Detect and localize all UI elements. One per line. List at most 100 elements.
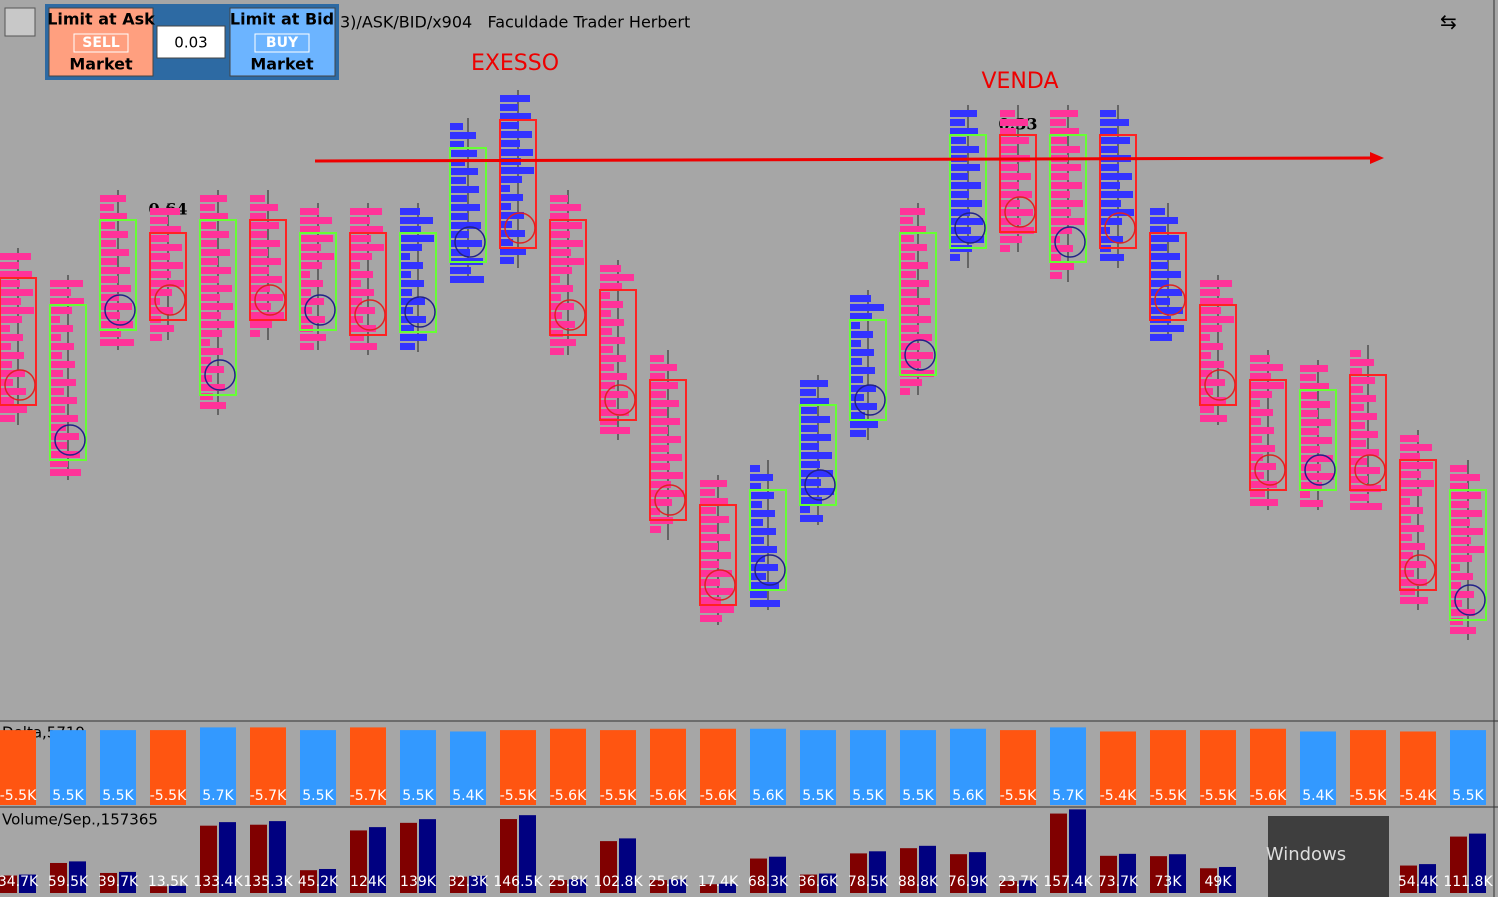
footprint-row bbox=[500, 239, 513, 246]
delta-bar bbox=[1000, 730, 1036, 805]
footprint-row bbox=[850, 322, 860, 329]
footprint-row bbox=[300, 253, 334, 260]
footprint-row bbox=[300, 235, 333, 242]
volume-bar-sell bbox=[50, 862, 67, 893]
footprint-row bbox=[600, 283, 622, 290]
footprint-row bbox=[300, 271, 310, 278]
footprint-row bbox=[800, 452, 832, 459]
candle-body bbox=[149, 232, 187, 321]
footprint-row bbox=[1200, 415, 1227, 422]
footprint-row bbox=[1050, 164, 1081, 171]
delta-bar bbox=[950, 728, 986, 805]
footprint-row bbox=[600, 292, 610, 299]
footprint-row bbox=[200, 240, 217, 247]
volume-label: 73.7K bbox=[1098, 874, 1139, 890]
footprint-row bbox=[650, 454, 682, 461]
footprint-row bbox=[600, 346, 613, 353]
volume-label: 34.7K bbox=[0, 874, 39, 890]
delta-label: -5.5K bbox=[150, 788, 187, 804]
footprint-row bbox=[250, 303, 271, 310]
footprint-row bbox=[1400, 462, 1433, 469]
footprint-row bbox=[950, 128, 978, 135]
qty-input[interactable] bbox=[156, 25, 226, 59]
sell-button[interactable] bbox=[48, 7, 154, 77]
collapse-button[interactable] bbox=[4, 7, 36, 37]
footprint-row bbox=[0, 298, 21, 305]
scroll-icon[interactable]: ⇆ bbox=[1440, 10, 1457, 34]
candle-body bbox=[49, 304, 87, 461]
buy-button[interactable] bbox=[229, 7, 336, 77]
footprint-row bbox=[600, 427, 630, 434]
volume-label: 36.6K bbox=[798, 874, 839, 890]
footprint-row bbox=[1400, 480, 1434, 487]
footprint-row bbox=[150, 235, 169, 242]
footprint-row bbox=[700, 561, 719, 568]
footprint-row bbox=[0, 316, 22, 323]
imbalance-circle bbox=[1054, 226, 1086, 258]
footprint-row bbox=[1300, 455, 1333, 462]
footprint-row bbox=[850, 331, 873, 338]
footprint-row bbox=[150, 262, 183, 269]
volume-bar-sell bbox=[1000, 881, 1017, 893]
delta-bar bbox=[650, 728, 686, 805]
footprint-row bbox=[850, 349, 874, 356]
footprint-row bbox=[500, 230, 525, 237]
footprint-row bbox=[1000, 146, 1017, 153]
footprint-row bbox=[1400, 507, 1423, 514]
footprint-row bbox=[250, 294, 283, 301]
delta-label: 5.5K bbox=[1452, 788, 1484, 804]
footprint-row bbox=[200, 330, 222, 337]
footprint-row bbox=[350, 226, 383, 233]
footprint-row bbox=[1400, 597, 1428, 604]
footprint-row bbox=[350, 307, 375, 314]
footprint-row bbox=[850, 304, 884, 311]
footprint-row bbox=[100, 231, 128, 238]
footprint-row bbox=[0, 289, 33, 296]
imbalance-circle bbox=[104, 294, 136, 326]
footprint-row bbox=[1200, 370, 1212, 377]
imbalance-circle bbox=[1104, 212, 1136, 244]
footprint-row bbox=[800, 434, 831, 441]
delta-label: 5.4K bbox=[1302, 788, 1334, 804]
volume-bar-sell bbox=[550, 879, 567, 893]
footprint-row bbox=[550, 312, 562, 319]
footprint-row bbox=[1250, 436, 1262, 443]
candle-body bbox=[849, 319, 887, 421]
footprint-row bbox=[350, 271, 373, 278]
footprint-row bbox=[300, 334, 326, 341]
footprint-row bbox=[100, 312, 120, 319]
footprint-row bbox=[550, 213, 569, 220]
footprint-row bbox=[600, 337, 625, 344]
footprint-row bbox=[1000, 218, 1021, 225]
footprint-row bbox=[400, 244, 422, 251]
footprint-row bbox=[0, 388, 26, 395]
annotation-excess: EXESSO bbox=[471, 51, 559, 76]
footprint-row bbox=[1000, 191, 1032, 198]
footprint-row bbox=[800, 461, 820, 468]
footprint-row bbox=[1100, 119, 1129, 126]
footprint-row bbox=[600, 310, 611, 317]
footprint-row bbox=[1100, 146, 1118, 153]
volume-label: 23.7K bbox=[998, 874, 1039, 890]
footprint-row bbox=[1250, 364, 1283, 371]
footprint-row bbox=[650, 409, 667, 416]
volume-label: 102.8K bbox=[593, 874, 643, 890]
footprint-row bbox=[1350, 377, 1375, 384]
delta-label: 5.7K bbox=[202, 788, 234, 804]
footprint-row bbox=[900, 325, 919, 332]
volume-label: 68.3K bbox=[748, 874, 789, 890]
footprint-row bbox=[700, 480, 727, 487]
footprint-row bbox=[550, 330, 563, 337]
footprint-row bbox=[1100, 164, 1119, 171]
footprint-row bbox=[250, 276, 282, 283]
footprint-row bbox=[1400, 453, 1420, 460]
volume-bar-buy bbox=[619, 838, 636, 893]
footprint-row bbox=[1150, 244, 1167, 251]
footprint-row bbox=[1250, 499, 1278, 506]
footprint-row bbox=[500, 185, 510, 192]
footprint-row bbox=[750, 555, 765, 562]
footprint-row bbox=[300, 280, 323, 287]
footprint-row bbox=[1200, 343, 1223, 350]
footprint-row bbox=[250, 195, 265, 202]
footprint-row bbox=[400, 316, 426, 323]
